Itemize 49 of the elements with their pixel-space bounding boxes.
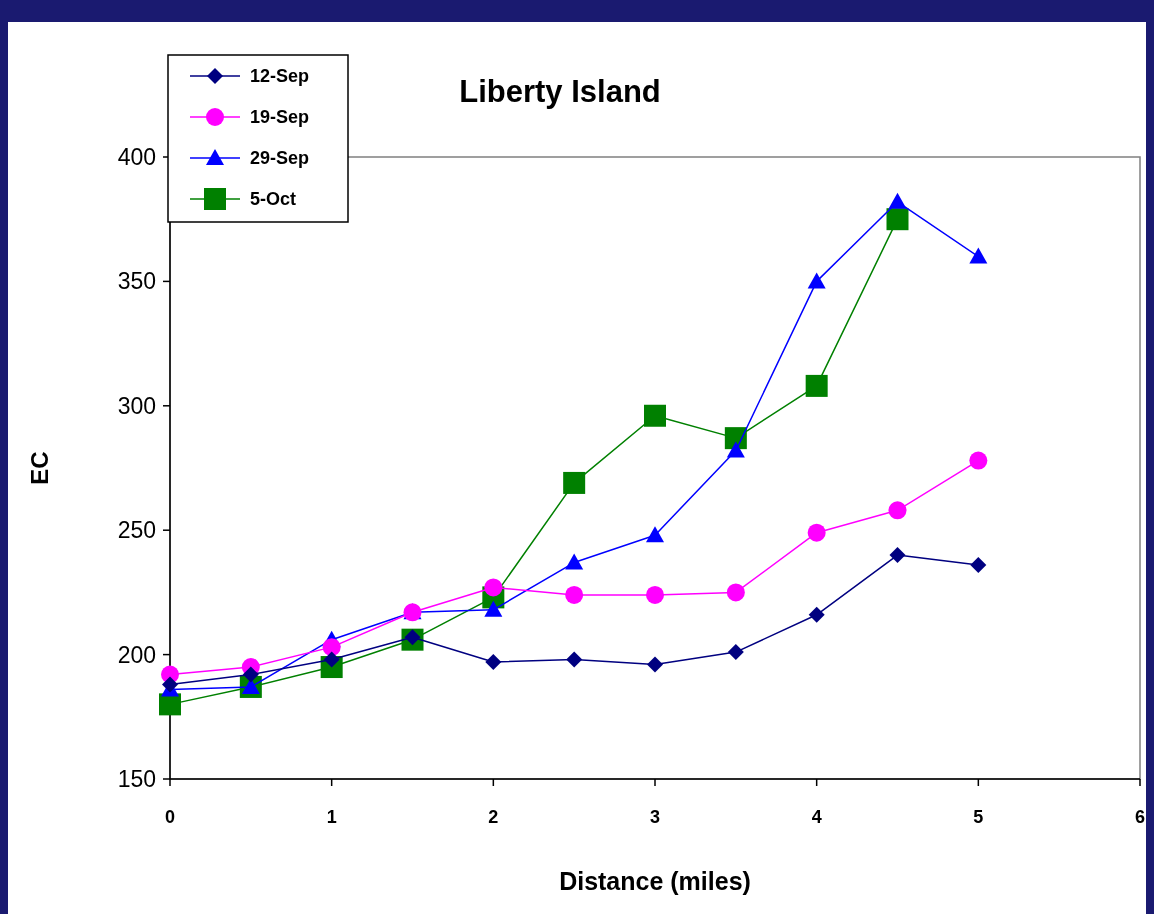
- legend-label: 12-Sep: [250, 66, 310, 87]
- point: [646, 585, 664, 604]
- y-tick-label: 250: [117, 517, 156, 544]
- legend-label: 29-Sep: [250, 148, 310, 169]
- point: [969, 247, 988, 264]
- point: [726, 583, 745, 602]
- legend-label: 5-Oct: [250, 189, 297, 210]
- x-axis-title: Distance (miles): [559, 867, 751, 895]
- x-tick-label: 2: [488, 807, 499, 827]
- y-tick-label: 150: [117, 766, 156, 793]
- point: [889, 547, 906, 564]
- y-axis-title: EC: [26, 451, 53, 485]
- point: [647, 656, 663, 673]
- point: [563, 471, 586, 494]
- point: [565, 585, 584, 604]
- x-tick-label: 5: [973, 807, 984, 827]
- point: [807, 272, 826, 289]
- y-tick-label: 200: [117, 641, 156, 668]
- point: [808, 606, 825, 623]
- point: [726, 441, 745, 458]
- y-tick-label: 300: [117, 392, 156, 419]
- y-tick-label: 400: [117, 144, 156, 171]
- point: [322, 638, 341, 657]
- x-tick-label: 0: [164, 807, 176, 827]
- legend-label: 19-Sep: [250, 107, 310, 128]
- point: [159, 693, 181, 716]
- point: [484, 578, 503, 597]
- point: [566, 651, 583, 668]
- x-tick-label: 4: [811, 807, 822, 827]
- chart-title: Liberty Island: [459, 74, 661, 109]
- x-tick-label: 3: [649, 807, 661, 827]
- point: [565, 553, 584, 570]
- x-tick-label: 6: [1134, 807, 1146, 827]
- point: [727, 644, 744, 661]
- point: [162, 676, 178, 693]
- point: [969, 451, 988, 470]
- point: [484, 600, 503, 617]
- point: [888, 501, 907, 520]
- point: [888, 192, 907, 209]
- point: [805, 374, 828, 397]
- point: [646, 526, 664, 543]
- point: [886, 208, 909, 231]
- x-tick-label: 1: [326, 807, 337, 827]
- point: [485, 654, 502, 671]
- point: [970, 557, 987, 574]
- point: [242, 666, 259, 683]
- point: [807, 523, 826, 542]
- y-tick-label: 350: [117, 268, 156, 295]
- point: [644, 404, 666, 427]
